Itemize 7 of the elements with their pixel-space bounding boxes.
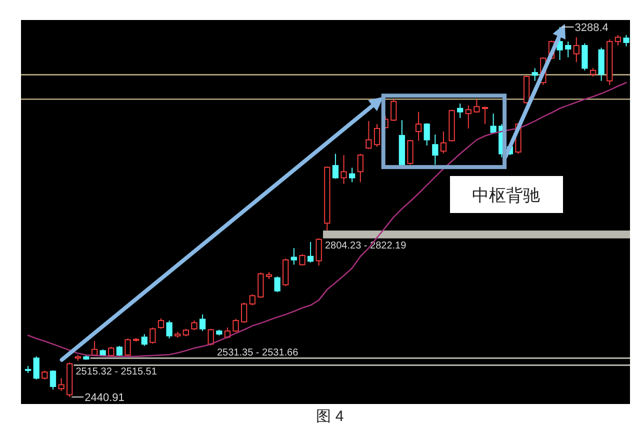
caption: 图 4 [316,408,344,425]
band-label: 2804.23 - 2822.19 [325,240,407,252]
annotation: 3288.4 [574,22,608,34]
band-label: 2515.32 - 2515.51 [76,366,158,378]
annotation: 2440.91 [84,392,124,404]
band-label: 2531.35 - 2531.66 [217,347,299,358]
annotation: 中枢背驰 [472,186,540,205]
